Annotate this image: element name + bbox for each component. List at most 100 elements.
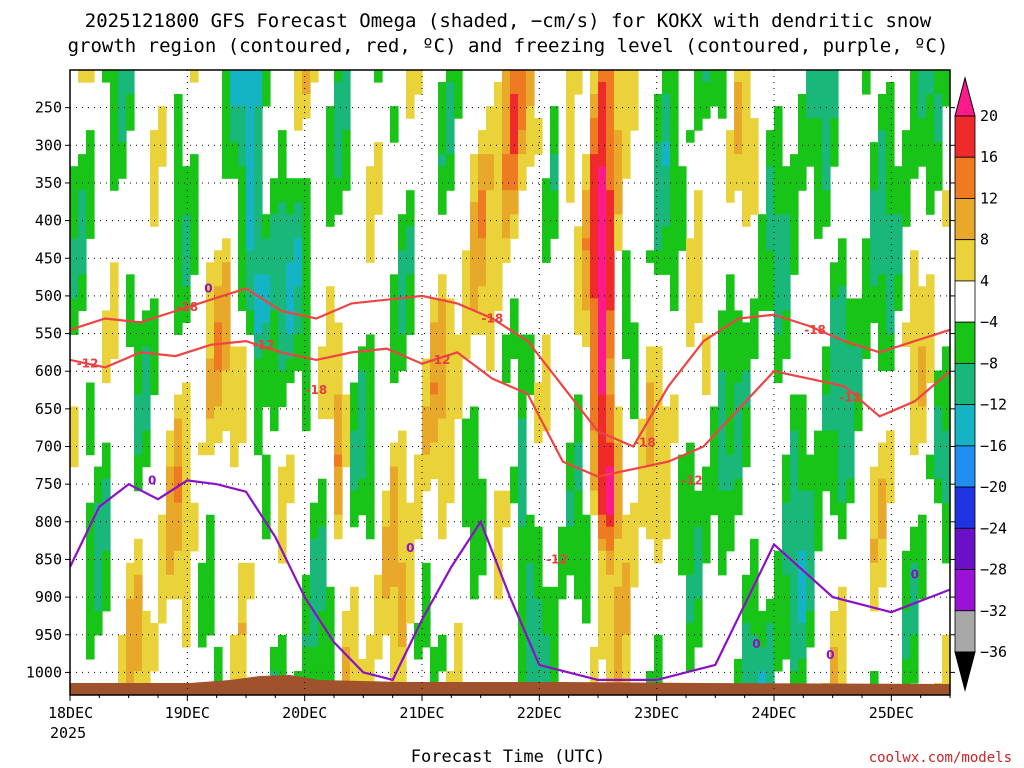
omega-cell: [598, 250, 607, 263]
omega-cell: [230, 70, 239, 83]
omega-cell: [926, 202, 935, 215]
omega-cell: [534, 634, 543, 648]
omega-cell: [334, 382, 343, 396]
omega-cell: [806, 598, 815, 612]
omega-cell: [734, 370, 743, 384]
credit-link[interactable]: coolwx.com/models: [869, 750, 1012, 766]
omega-cell: [574, 70, 583, 83]
omega-cell: [782, 274, 791, 287]
omega-cell: [326, 394, 335, 408]
omega-cell: [254, 178, 263, 191]
omega-cell: [462, 466, 471, 480]
omega-cell: [478, 202, 487, 215]
omega-cell: [334, 346, 343, 359]
omega-cell: [574, 286, 583, 299]
omega-cell: [942, 634, 950, 648]
omega-cell: [214, 334, 223, 347]
omega-cell: [614, 406, 623, 420]
omega-cell: [478, 250, 487, 263]
omega-cell: [710, 82, 719, 95]
omega-cell: [262, 370, 271, 384]
omega-cell: [654, 514, 663, 528]
omega-cell: [270, 178, 279, 191]
omega-cell: [302, 82, 311, 95]
omega-cell: [366, 406, 375, 420]
omega-cell: [814, 454, 823, 468]
omega-cell: [862, 346, 871, 359]
omega-cell: [502, 514, 511, 528]
omega-cell: [678, 454, 687, 468]
omega-cell: [606, 418, 615, 432]
omega-cell: [494, 130, 503, 143]
omega-cell: [654, 202, 663, 215]
omega-cell: [422, 370, 431, 384]
omega-cell: [582, 238, 591, 251]
omega-cell: [174, 106, 183, 119]
omega-cell: [830, 286, 839, 299]
omega-cell: [334, 442, 343, 456]
omega-cell: [214, 382, 223, 396]
omega-cell: [534, 586, 543, 600]
omega-cell: [726, 274, 735, 287]
omega-cell: [686, 538, 695, 552]
omega-cell: [102, 550, 111, 564]
omega-cell: [374, 154, 383, 167]
omega-cell: [206, 574, 215, 588]
omega-cell: [510, 346, 519, 359]
omega-cell: [206, 442, 215, 456]
omega-cell: [350, 478, 359, 492]
omega-cell: [926, 298, 935, 311]
omega-cell: [470, 238, 479, 251]
omega-cell: [798, 430, 807, 444]
omega-cell: [262, 262, 271, 275]
omega-cell: [782, 166, 791, 179]
omega-cell: [518, 514, 527, 528]
omega-cell: [710, 70, 719, 83]
omega-cell: [190, 190, 199, 203]
omega-cell: [782, 334, 791, 347]
omega-cell: [334, 430, 343, 444]
omega-cell: [790, 658, 799, 672]
omega-cell: [798, 610, 807, 624]
omega-cell: [246, 70, 255, 83]
omega-cell: [670, 214, 679, 227]
contour-freezing-level: [70, 479, 950, 682]
omega-cell: [78, 70, 87, 83]
omega-cell: [678, 478, 687, 492]
omega-cell: [878, 454, 887, 468]
omega-cell: [702, 370, 711, 384]
omega-cell: [502, 94, 511, 107]
omega-cell: [726, 130, 735, 143]
omega-cell: [270, 346, 279, 359]
omega-cell: [430, 346, 439, 359]
omega-cell: [230, 130, 239, 143]
omega-cell: [278, 274, 287, 287]
omega-cell: [622, 82, 631, 95]
omega-cell: [782, 178, 791, 191]
omega-cell: [286, 214, 295, 227]
omega-cell: [510, 334, 519, 347]
omega-cell: [494, 166, 503, 179]
omega-cell: [342, 622, 351, 636]
omega-cell: [198, 586, 207, 600]
omega-cell: [678, 166, 687, 179]
omega-cell: [606, 574, 615, 588]
omega-cell: [870, 502, 879, 516]
omega-cell: [574, 418, 583, 432]
omega-cell: [494, 226, 503, 239]
omega-cell: [598, 442, 607, 456]
omega-cell: [382, 550, 391, 564]
omega-cell: [126, 298, 135, 311]
omega-cell: [878, 490, 887, 504]
omega-cell: [590, 178, 599, 191]
omega-cell: [590, 286, 599, 299]
omega-cell: [294, 358, 303, 372]
omega-cell: [430, 442, 439, 456]
omega-cell: [422, 358, 431, 372]
omega-cell: [934, 154, 943, 167]
omega-cell: [430, 334, 439, 347]
omega-cell: [614, 238, 623, 251]
omega-cell: [302, 418, 311, 432]
omega-cell: [110, 274, 119, 287]
omega-cell: [222, 418, 231, 432]
